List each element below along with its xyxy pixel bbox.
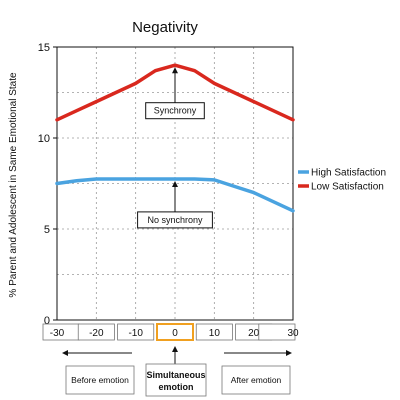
annotation-label: Synchrony (154, 106, 197, 116)
before-label: Before emotion (71, 375, 129, 385)
before-box (65, 365, 135, 395)
x-tick-box (77, 323, 115, 341)
legend-label: High Satisfaction (311, 168, 386, 179)
x-tick-box (195, 323, 233, 341)
series-lines (55, 63, 295, 213)
x-tick-label: -10 (128, 328, 143, 339)
annotation-box (137, 211, 213, 229)
phase-labels: Before emotion Simultaneous emotion Afte… (62, 346, 292, 397)
simultaneous-box (145, 363, 207, 397)
before-arrowhead (62, 350, 68, 356)
y-tick-label: 15 (38, 42, 50, 54)
annotation-label: No synchrony (147, 215, 203, 225)
y-tick-label: 10 (38, 133, 50, 145)
series-line (55, 63, 295, 122)
after-box (221, 365, 291, 395)
x-tick-box-highlight (156, 323, 194, 341)
annotation-box (145, 102, 205, 120)
axes: 0 5 10 15 -30 -20 -10 0 10 20 30 (38, 42, 299, 341)
x-tick-label: 0 (172, 328, 178, 339)
x-tick-label: 10 (209, 328, 221, 339)
legend-label: Low Satisfaction (311, 182, 384, 193)
annotations: Synchrony No synchrony (137, 67, 213, 229)
y-tick-label: 0 (44, 315, 50, 327)
y-axis-label: % Parent and Adolescent in Same Emotiona… (8, 72, 19, 298)
annotation-arrowhead (172, 180, 178, 187)
x-tick-label: 20 (248, 328, 260, 339)
chart-title: Negativity (132, 19, 198, 36)
x-tick-box (117, 323, 155, 341)
after-arrowhead (286, 350, 292, 356)
x-tick-label: 30 (287, 328, 299, 339)
simultaneous-label-line1: Simultaneous (146, 370, 205, 380)
simultaneous-label-line2: emotion (159, 382, 194, 392)
series-line (55, 177, 295, 213)
after-label: After emotion (231, 375, 282, 385)
x-tick-label: -30 (50, 328, 65, 339)
x-tick-box (258, 323, 296, 341)
simultaneous-arrowhead (172, 346, 178, 352)
y-tick-label: 5 (44, 224, 50, 236)
x-tick-label: -20 (89, 328, 104, 339)
legend: High Satisfaction Low Satisfaction (298, 168, 386, 193)
annotation-arrowhead (172, 67, 178, 74)
